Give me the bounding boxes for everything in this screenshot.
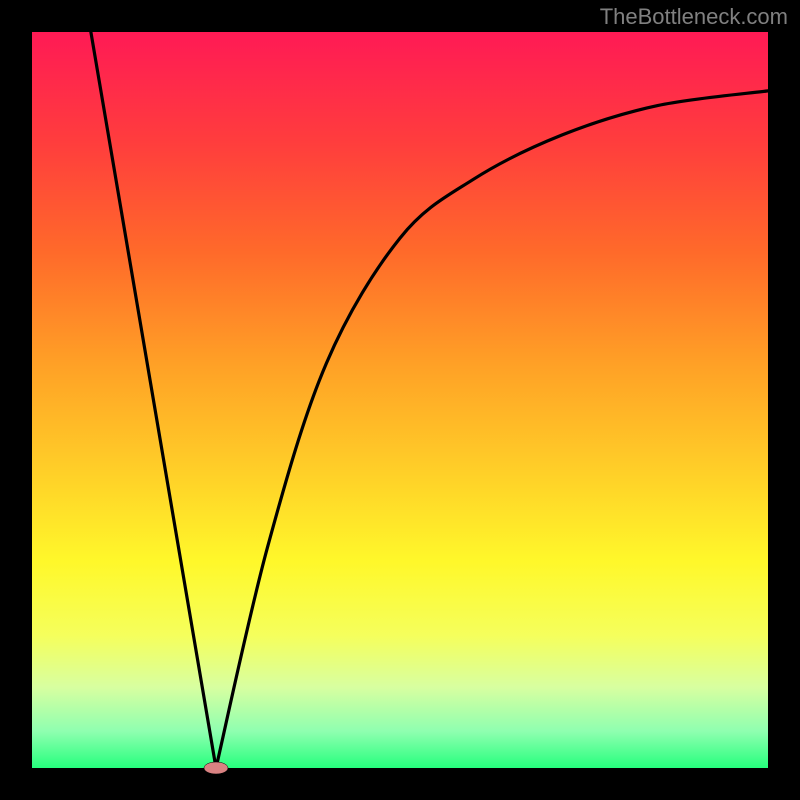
plot-background bbox=[32, 32, 768, 768]
bottleneck-chart bbox=[0, 0, 800, 800]
chart-container: TheBottleneck.com bbox=[0, 0, 800, 800]
current-config-marker bbox=[204, 762, 228, 774]
